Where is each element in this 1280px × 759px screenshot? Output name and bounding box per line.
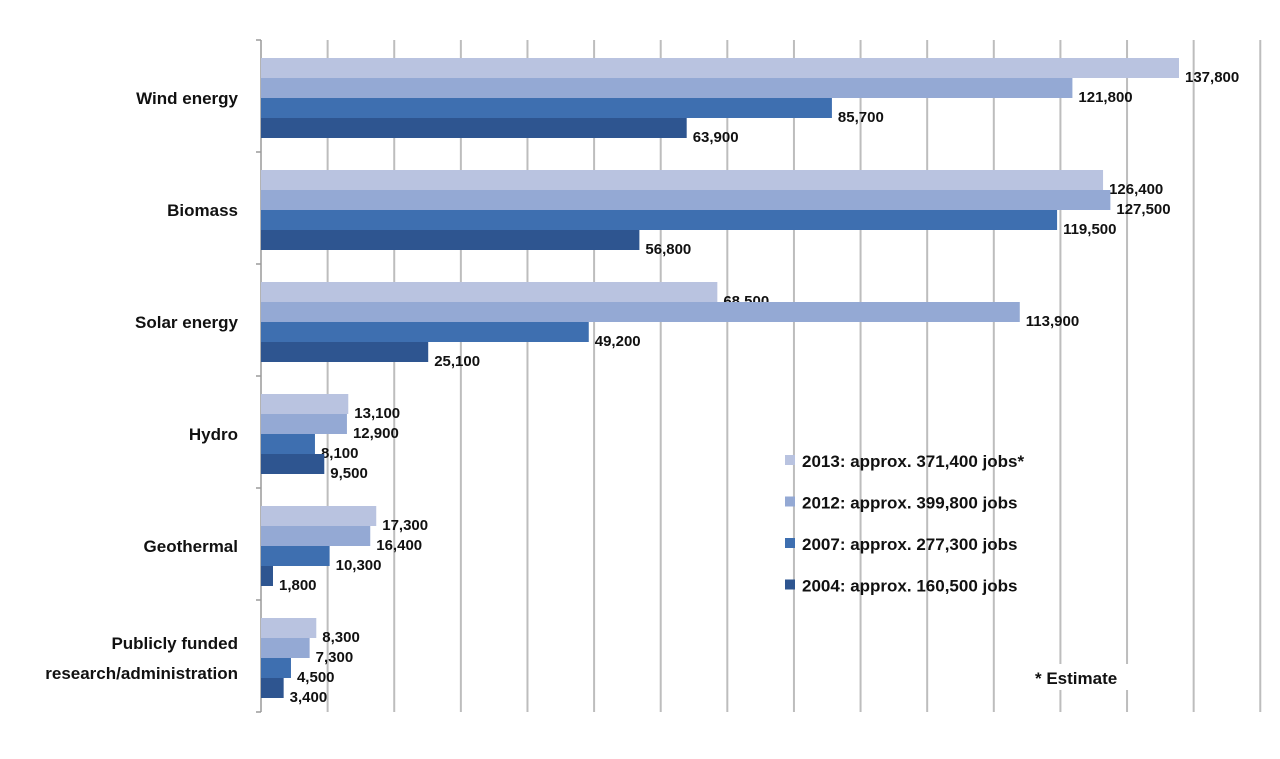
bar xyxy=(261,302,1020,322)
bar xyxy=(261,658,291,678)
data-label: 56,800 xyxy=(645,241,691,258)
category-label: Biomass xyxy=(167,201,238,220)
data-label: 49,200 xyxy=(595,333,641,350)
category-label: Publicly funded xyxy=(111,634,238,653)
bar xyxy=(261,506,377,526)
data-label: 12,900 xyxy=(353,425,399,442)
legend-label: 2007: approx. 277,300 jobs xyxy=(802,535,1017,554)
bar xyxy=(261,230,640,250)
category-label: Hydro xyxy=(189,425,238,444)
category-label: Solar energy xyxy=(135,313,239,332)
data-label: 137,800 xyxy=(1185,69,1239,86)
bar xyxy=(261,190,1111,210)
data-label: 10,300 xyxy=(336,557,382,574)
data-label: 4,500 xyxy=(297,669,335,686)
bar xyxy=(261,546,330,566)
category-label: Wind energy xyxy=(136,89,238,108)
bar xyxy=(261,526,371,546)
bar xyxy=(261,78,1073,98)
data-label: 7,300 xyxy=(316,649,354,666)
data-label: 8,100 xyxy=(321,445,359,462)
bar xyxy=(261,454,325,474)
legend-swatch xyxy=(785,455,795,465)
bar xyxy=(261,394,349,414)
bar xyxy=(261,638,310,658)
bar xyxy=(261,98,832,118)
data-label: 127,500 xyxy=(1116,201,1170,218)
legend-swatch xyxy=(785,538,795,548)
data-label: 25,100 xyxy=(434,353,480,370)
category-label: research/administration xyxy=(45,664,238,683)
bar xyxy=(261,58,1179,78)
category-label: Geothermal xyxy=(144,537,238,556)
data-label: 121,800 xyxy=(1078,89,1132,106)
data-label: 3,400 xyxy=(290,689,328,706)
data-label: 126,400 xyxy=(1109,181,1163,198)
data-label: 17,300 xyxy=(382,517,428,534)
bar xyxy=(261,322,589,342)
legend-label: 2004: approx. 160,500 jobs xyxy=(802,577,1017,596)
data-label: 13,100 xyxy=(354,405,400,422)
annotation-background xyxy=(1028,664,1160,690)
legend-label: 2012: approx. 399,800 jobs xyxy=(802,494,1017,513)
bar xyxy=(261,566,273,586)
data-label: 63,900 xyxy=(693,129,739,146)
bar xyxy=(261,678,284,698)
data-label: 16,400 xyxy=(376,537,422,554)
legend-label: 2013: approx. 371,400 jobs* xyxy=(802,452,1024,471)
data-label: 113,900 xyxy=(1026,313,1079,330)
bar xyxy=(261,618,317,638)
bar xyxy=(261,434,315,454)
bar xyxy=(261,118,687,138)
bar xyxy=(261,414,347,434)
data-label: 1,800 xyxy=(279,577,317,594)
data-label: 9,500 xyxy=(330,465,368,482)
legend-swatch xyxy=(785,496,795,507)
data-label: 8,300 xyxy=(322,629,360,646)
bar xyxy=(261,282,718,302)
bar xyxy=(261,170,1104,190)
data-label: 119,500 xyxy=(1063,221,1116,238)
bar xyxy=(261,342,429,362)
annotation: * Estimate xyxy=(1035,669,1117,688)
bar xyxy=(261,210,1058,230)
legend-swatch xyxy=(785,579,795,590)
data-label: 85,700 xyxy=(838,109,884,126)
